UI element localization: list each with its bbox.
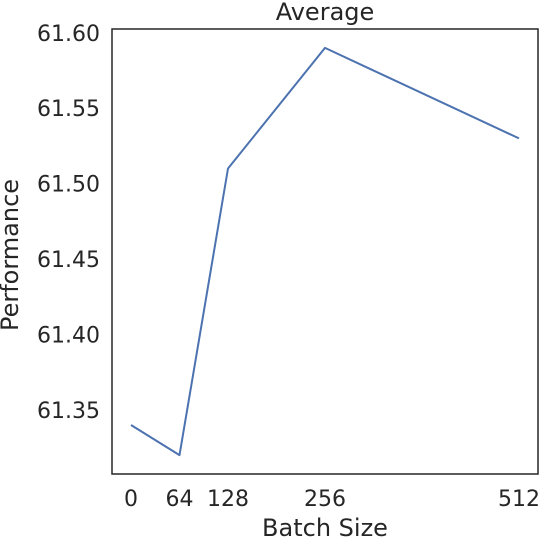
x-tick-label: 256 (304, 487, 346, 512)
x-axis-ticks: 0 64 128 256 512 (124, 487, 540, 512)
y-axis-ticks: 61.35 61.40 61.45 61.50 61.55 61.60 (37, 22, 100, 424)
x-tick-label: 512 (498, 487, 540, 512)
y-tick-label: 61.55 (37, 97, 100, 122)
y-tick-label: 61.35 (37, 399, 100, 424)
y-axis-title: Performance (0, 179, 24, 331)
x-tick-label: 64 (165, 487, 193, 512)
chart-title: Average (276, 0, 375, 26)
series-line (130, 46, 520, 457)
y-tick-label: 61.60 (37, 22, 100, 47)
x-tick-label: 128 (207, 487, 249, 512)
y-tick-label: 61.45 (37, 248, 100, 273)
x-axis-title: Batch Size (262, 514, 388, 542)
y-tick-label: 61.50 (37, 173, 100, 198)
y-tick-label: 61.40 (37, 323, 100, 348)
series-lines (130, 46, 520, 457)
x-tick-label: 0 (124, 487, 138, 512)
plot-area-frame (111, 28, 539, 475)
